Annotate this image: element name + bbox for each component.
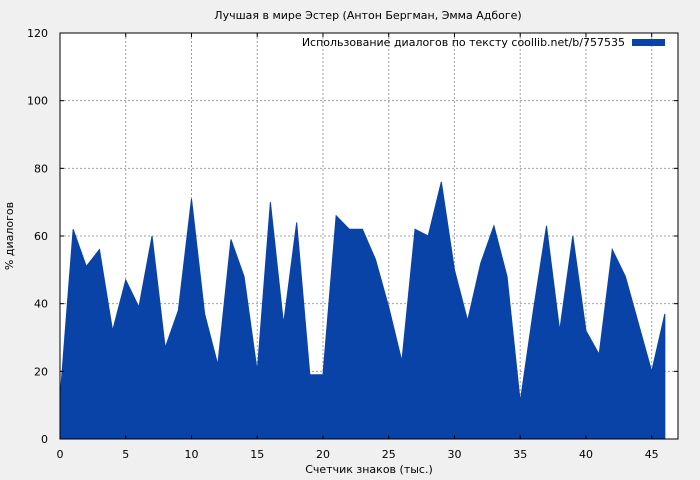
y-tick-label: 20	[34, 365, 48, 378]
y-tick-label: 120	[27, 27, 48, 40]
legend-swatch	[632, 39, 665, 46]
y-tick-label: 0	[41, 433, 48, 446]
legend-label: Использование диалогов по тексту coollib…	[302, 36, 625, 49]
y-tick-label: 60	[34, 230, 48, 243]
x-tick-label: 45	[645, 448, 659, 461]
x-axis-label: Счетчик знаков (тыс.)	[305, 463, 433, 476]
area-fill	[59, 181, 666, 440]
y-axis-label: % диалогов	[3, 202, 16, 270]
y-tick-label: 100	[27, 95, 48, 108]
x-tick-label: 0	[57, 448, 64, 461]
x-tick-label: 20	[316, 448, 330, 461]
x-tick-label: 15	[250, 448, 264, 461]
axis-ticks: 0 5 10 15 20 25 30 35 40 45 0 20 40 60 80 100 120	[27, 27, 678, 461]
legend: Использование диалогов по тексту coollib…	[302, 36, 665, 49]
x-tick-label: 10	[184, 448, 198, 461]
x-tick-label: 5	[122, 448, 129, 461]
x-tick-label: 30	[447, 448, 461, 461]
chart-title: Лучшая в мире Эстер (Антон Бергман, Эмма…	[214, 9, 521, 22]
x-tick-label: 35	[513, 448, 527, 461]
x-tick-label: 25	[382, 448, 396, 461]
y-tick-label: 80	[34, 162, 48, 175]
area-series	[59, 181, 666, 440]
x-tick-label: 40	[579, 448, 593, 461]
y-tick-label: 40	[34, 298, 48, 311]
